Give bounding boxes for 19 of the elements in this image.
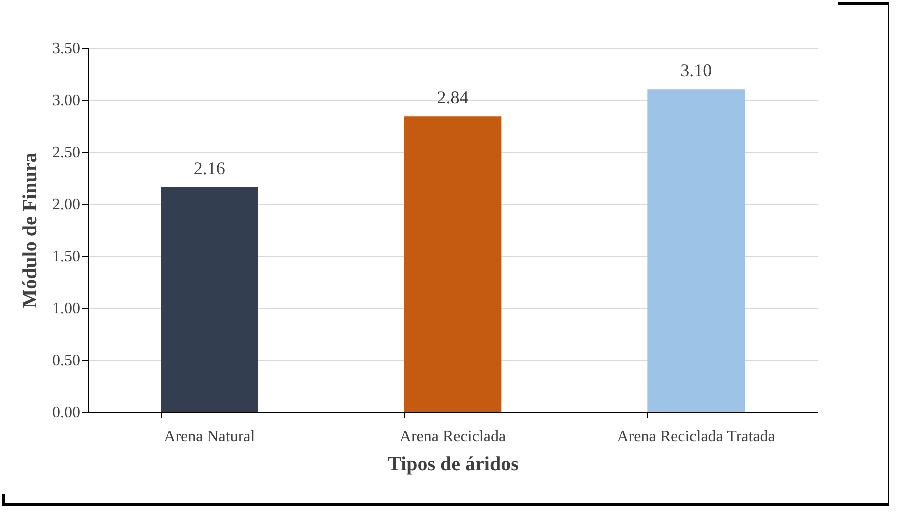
data-label: 3.10	[680, 60, 712, 81]
y-tick-label: 1.50	[52, 248, 80, 266]
y-tick-label: 0.00	[52, 404, 80, 422]
bar	[161, 187, 258, 412]
data-label: 2.16	[194, 158, 226, 178]
y-tick-label: 3.00	[52, 92, 80, 110]
y-tick-label: 3.50	[52, 40, 80, 58]
x-axis-title: Tipos de áridos	[388, 454, 520, 476]
y-tick-label: 2.50	[52, 144, 80, 162]
y-tick-label: 2.00	[52, 196, 80, 214]
bar	[648, 90, 745, 412]
x-tick-label: Arena Reciclada Tratada	[617, 428, 776, 446]
y-tick-label: 1.00	[52, 300, 80, 318]
x-tick-label: Arena Natural	[164, 428, 256, 446]
y-tick-label: 0.50	[52, 352, 80, 370]
x-tick-label: Arena Reciclada	[400, 428, 506, 446]
y-axis-title: Módulo de Finura	[20, 152, 42, 308]
bar	[404, 116, 502, 412]
data-label: 2.84	[437, 88, 469, 108]
